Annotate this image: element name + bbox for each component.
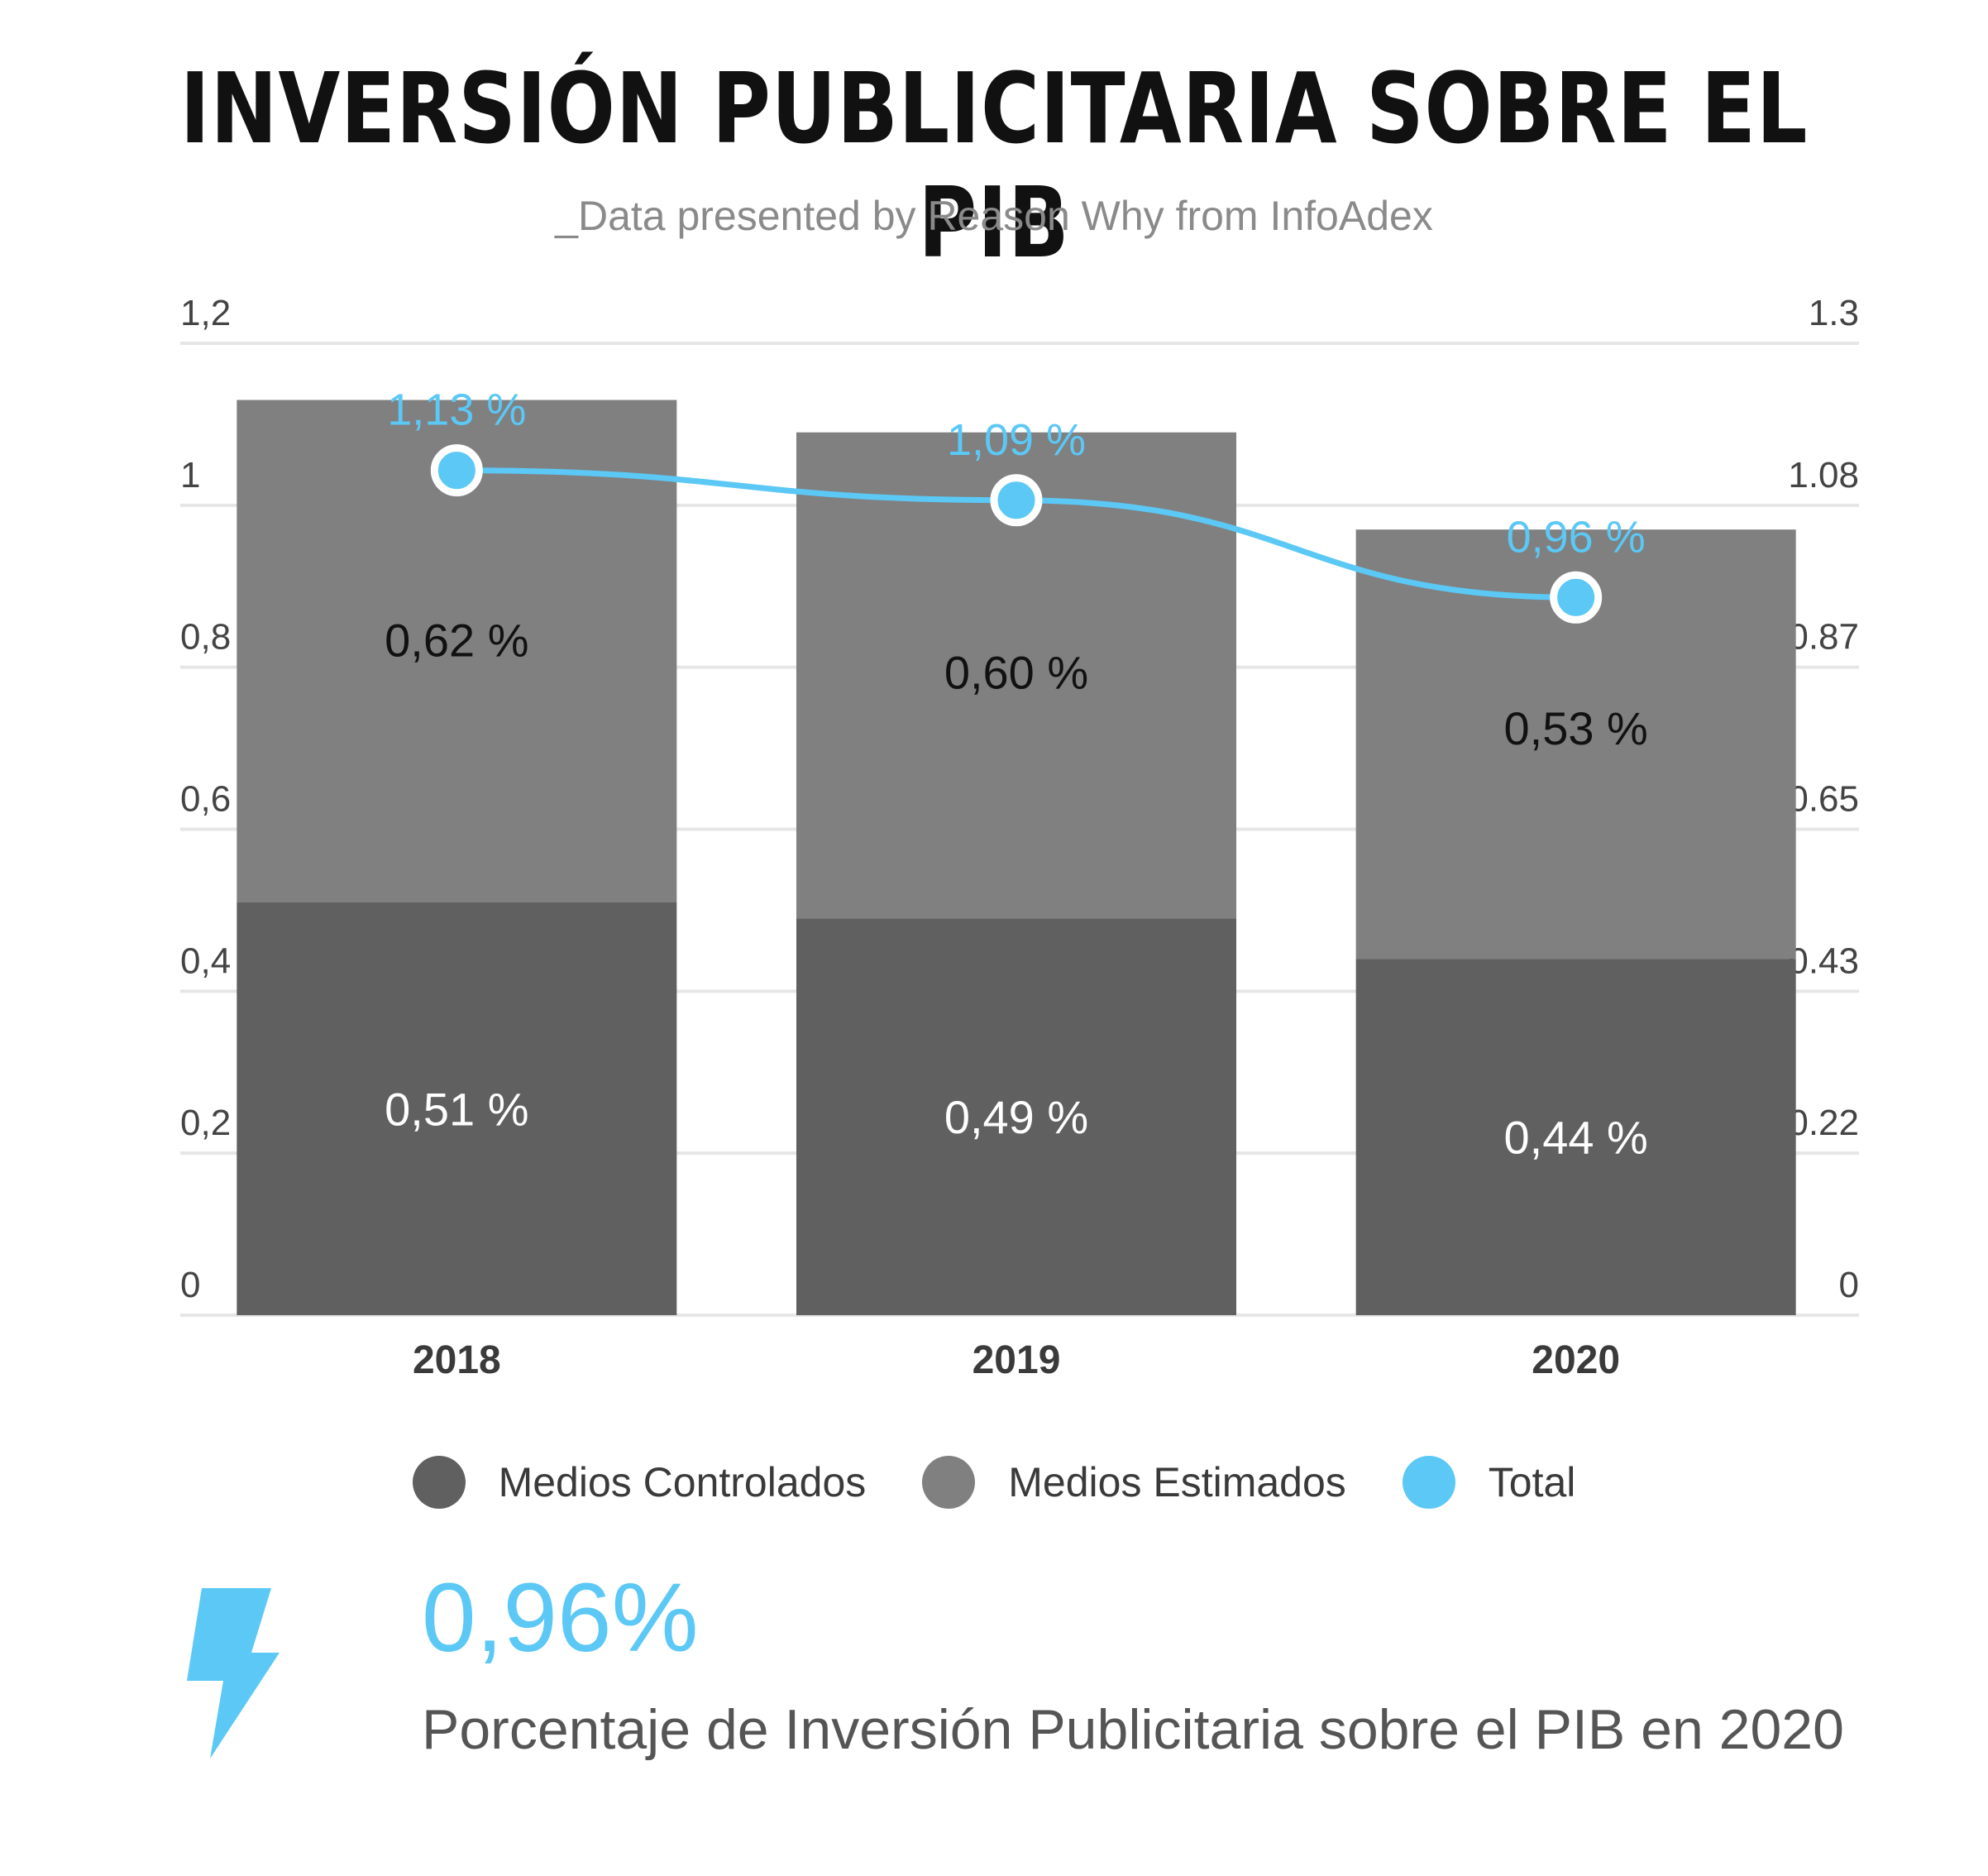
bar-medios-controlados [1355,959,1796,1315]
total-point [430,444,483,497]
legend-swatch-total [1402,1456,1455,1509]
y-tick-right: 0 [1839,1265,1859,1305]
total-point [1550,571,1603,624]
data-label-total: 1,09 % [947,415,1086,465]
legend-swatch-controlados [412,1456,466,1509]
legend-item-total: Total [1402,1456,1576,1509]
y-tick-left: 0,8 [180,617,231,658]
legend-swatch-estimados [922,1456,976,1509]
legend-label-total: Total [1488,1459,1576,1505]
data-label-estimados: 0,60 % [944,647,1088,699]
chart-title: INVERSIÓN PUBLICITARIA SOBRE EL PIB [179,51,1809,280]
data-label-total: 0,96 % [1507,512,1646,562]
y-tick-right: 0.22 [1788,1103,1859,1143]
total-point [990,474,1043,527]
y-tick-left: 1,2 [180,293,231,333]
legend-label-estimados: Medios Estimados [1008,1459,1346,1505]
legend-item-controlados: Medios Controlados [412,1456,867,1509]
y-tick-left: 0,6 [180,779,231,820]
legend-label-controlados: Medios Controlados [498,1459,867,1505]
highlight-caption: Porcentaje de Inversión Publicitaria sob… [422,1698,1844,1761]
chart-subtitle: _Data presented by Reason Why from InfoA… [555,193,1433,239]
y-tick-right: 1.3 [1809,293,1859,333]
stacked-bar-chart: 0 0 0,2 0.22 0,4 0.43 0,6 0.65 0,8 0.87 1 1.08 1,2 1.… [180,293,1859,1382]
data-label-controlados: 0,51 % [385,1083,528,1135]
lightning-bolt-icon [187,1588,280,1759]
x-tick-label: 2018 [413,1338,501,1382]
legend: Medios Controlados Medios Estimados Tota… [0,1456,1988,1509]
highlight-value: 0,96% [422,1563,699,1673]
legend-item-estimados: Medios Estimados [922,1456,1346,1509]
bar-medios-controlados [796,918,1236,1315]
bar-medios-controlados [237,902,677,1315]
y-tick-right: 1.08 [1788,455,1859,495]
x-tick-label: 2020 [1532,1338,1620,1382]
y-tick-left: 0 [180,1265,200,1305]
data-label-estimados: 0,62 % [385,615,528,667]
y-tick-right: 0.43 [1788,940,1859,981]
y-tick-right: 0.65 [1788,779,1859,820]
y-tick-right: 0.87 [1788,617,1859,658]
y-tick-left: 0,2 [180,1103,231,1143]
data-label-controlados: 0,49 % [944,1091,1088,1143]
y-tick-left: 1 [180,455,200,495]
data-label-total: 1,13 % [387,385,526,435]
x-tick-label: 2019 [972,1338,1061,1382]
data-label-controlados: 0,44 % [1503,1112,1647,1164]
y-tick-left: 0,4 [180,940,231,981]
data-label-estimados: 0,53 % [1503,702,1647,754]
